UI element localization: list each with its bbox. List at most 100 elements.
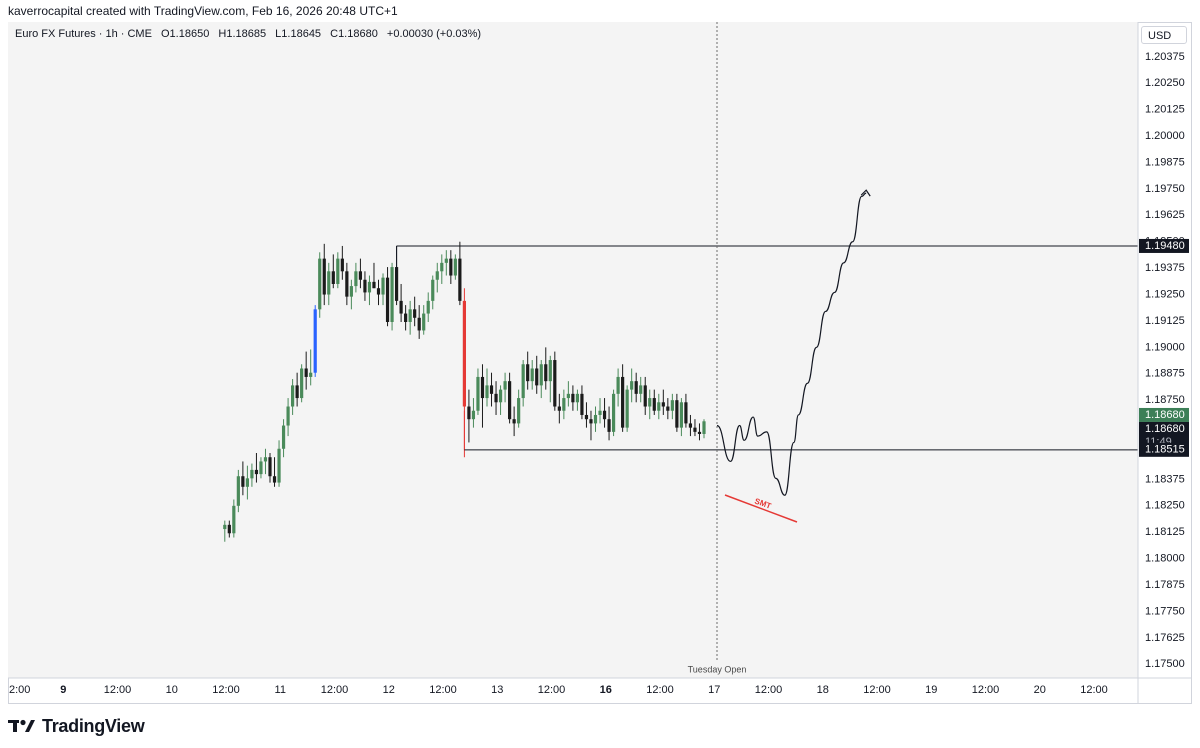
- candle-body: [598, 410, 602, 415]
- y-tick-label: 1.20000: [1145, 130, 1185, 142]
- x-tick-label: 16: [600, 684, 612, 696]
- candle-body: [376, 288, 381, 295]
- legend-symbol[interactable]: Euro FX Futures · 1h · CME: [15, 28, 152, 40]
- candle-body: [313, 309, 317, 373]
- candle-body: [512, 419, 516, 424]
- tradingview-logo-icon: [8, 719, 35, 732]
- candle-body: [584, 414, 589, 420]
- candle-body: [593, 414, 598, 424]
- candle-body: [679, 402, 683, 428]
- smt-line: [724, 494, 798, 523]
- candle-body: [489, 385, 494, 394]
- candle-body: [517, 398, 521, 424]
- y-tick-label: 1.19875: [1145, 156, 1185, 168]
- candle-body: [345, 271, 349, 297]
- candle-body: [639, 385, 643, 394]
- candle-body: [544, 364, 548, 382]
- candle-body: [548, 360, 552, 382]
- range-high-label-bg: [1139, 238, 1189, 253]
- footer-logo[interactable]: TradingView: [8, 714, 145, 738]
- candle-body: [263, 457, 268, 462]
- last-price-label: 1.18680: [1145, 409, 1185, 421]
- last-price-label-bg: [1139, 407, 1189, 422]
- x-tick-label: 12:00: [212, 684, 240, 696]
- y-tick-label: 1.18125: [1145, 526, 1185, 538]
- candle-body: [408, 309, 412, 323]
- y-tick-label: 1.17750: [1145, 605, 1185, 617]
- candle-body: [630, 381, 634, 390]
- candle-body: [268, 457, 272, 477]
- x-tick-label: 12:00: [104, 684, 132, 696]
- x-tick-label: 12:00: [1080, 684, 1108, 696]
- candle-body: [449, 258, 453, 276]
- candle-body: [530, 368, 534, 382]
- candle-body: [227, 524, 231, 534]
- candle-body: [693, 427, 697, 432]
- tradingview-wordmark: TradingView: [42, 715, 145, 736]
- y-tick-label: 1.18000: [1145, 553, 1185, 565]
- candle-body: [607, 419, 611, 432]
- y-tick-label: 1.19125: [1145, 315, 1185, 327]
- x-tick-label: 12:00: [755, 684, 783, 696]
- range-low-label-bg: [1139, 442, 1189, 457]
- last-price-repeat: 1.18680: [1145, 423, 1185, 435]
- candle-body: [232, 505, 236, 534]
- candle-body: [435, 271, 439, 280]
- candle-body: [422, 313, 426, 331]
- candle-body: [503, 381, 507, 390]
- y-tick-label: 1.18250: [1145, 500, 1185, 512]
- x-tick-label: 12:00: [646, 684, 674, 696]
- candle-body: [399, 300, 403, 314]
- x-tick-label: 11: [275, 684, 286, 696]
- candle-body: [562, 398, 566, 411]
- candle-body: [277, 448, 281, 483]
- candle-body: [404, 313, 408, 323]
- candle-body: [272, 476, 277, 483]
- y-tick-label: 1.18375: [1145, 473, 1185, 485]
- x-tick-label: 10: [166, 684, 178, 696]
- currency-button[interactable]: USD: [1141, 26, 1187, 44]
- candle-body: [236, 476, 240, 506]
- candle-body: [688, 423, 693, 428]
- legend-high: H1.18685: [218, 28, 267, 40]
- legend-close: C1.18680: [330, 28, 378, 40]
- x-tick-label: 12:00: [429, 684, 457, 696]
- candle-body: [426, 300, 430, 314]
- candle-body: [494, 393, 498, 403]
- chart-pane[interactable]: [8, 22, 1138, 678]
- candle-body: [259, 461, 263, 475]
- candle-body: [444, 258, 448, 263]
- x-tick-label: 18: [817, 684, 829, 696]
- y-tick-label: 1.20250: [1145, 77, 1185, 89]
- candle-body: [580, 393, 584, 415]
- candle-body: [331, 271, 335, 284]
- candle-body: [291, 385, 295, 407]
- candle-body: [661, 402, 665, 407]
- candle-body: [471, 410, 476, 420]
- candle-body: [363, 279, 367, 293]
- legend-low: L1.18645: [275, 28, 322, 40]
- projection-arrowhead: [860, 189, 871, 197]
- legend-change: +0.00030 (+0.03%): [386, 28, 482, 40]
- candle-body: [300, 368, 304, 399]
- candle-body: [535, 368, 539, 386]
- candle-body: [611, 393, 616, 432]
- y-tick-label: 1.19250: [1145, 288, 1185, 300]
- candle-body: [336, 258, 340, 284]
- y-tick-label: 1.18750: [1145, 394, 1185, 406]
- x-tick-label: 13: [491, 684, 503, 696]
- candle-body: [566, 393, 570, 399]
- candle-body: [322, 258, 326, 295]
- candle-body: [557, 406, 561, 411]
- candle-body: [521, 364, 525, 399]
- y-tick-label: 1.18875: [1145, 368, 1185, 380]
- projection-path: [716, 192, 867, 496]
- candle-body: [467, 406, 471, 420]
- x-tick-label: 17: [708, 684, 720, 696]
- candle-body: [476, 376, 480, 411]
- attribution-bar: kaverrocapital created with TradingView.…: [0, 0, 1200, 22]
- candle-body: [575, 393, 580, 403]
- candle-body: [508, 381, 512, 420]
- candle-body: [697, 431, 702, 434]
